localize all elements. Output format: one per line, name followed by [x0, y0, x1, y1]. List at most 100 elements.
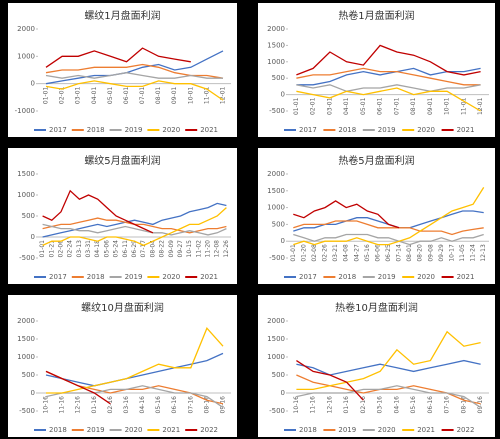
x-tick-label: 11-01: [460, 97, 467, 115]
y-tick-label: 1500: [267, 187, 285, 195]
series-line: [296, 87, 481, 112]
legend-label: 2021: [200, 273, 218, 281]
series-line: [45, 385, 224, 408]
series-line: [296, 385, 481, 408]
legend-label: 2021: [457, 126, 475, 134]
x-tick-label: 08-16: [203, 396, 210, 414]
series-line: [293, 220, 484, 236]
y-tick-label: 1500: [267, 41, 285, 49]
x-tick-label: 07-16: [444, 396, 451, 414]
x-tick-label: 08-01: [155, 86, 162, 104]
y-tick-label: 1000: [267, 204, 285, 212]
x-tick-label: 06-29: [131, 240, 138, 258]
x-tick-label: 10-01: [187, 86, 194, 104]
legend-label: 2018: [338, 273, 356, 281]
x-tick-label: 07-16: [187, 396, 194, 414]
x-tick-label: 02-08: [311, 244, 318, 262]
x-tick-label: 12-26: [223, 240, 230, 258]
x-tick-label: 02-26: [322, 244, 329, 262]
x-tick-label: 09-16: [219, 396, 226, 414]
x-tick-label: 02-16: [107, 396, 114, 414]
series-line: [293, 187, 485, 246]
y-tick-label: 0: [281, 389, 285, 397]
series-line: [45, 47, 191, 68]
series-line: [296, 44, 481, 76]
series-line: [46, 326, 224, 394]
x-tick-label: 11-16: [59, 396, 66, 414]
x-tick-label: 06-16: [171, 396, 178, 414]
chart-title: 螺纹5月盘面利润: [84, 154, 160, 167]
x-tick-label: 01-01: [39, 240, 46, 258]
x-tick-label: 10-01: [444, 97, 451, 115]
y-tick-label: -500: [269, 407, 285, 415]
x-tick-label: 01-01: [290, 244, 297, 262]
series-line: [42, 223, 227, 236]
y-tick-label: 0: [31, 80, 35, 88]
x-tick-label: 12-13: [480, 244, 487, 262]
x-tick-label: 10-17: [448, 244, 455, 262]
legend-label: 2019: [87, 426, 105, 434]
x-tick-label: 06-25: [385, 244, 392, 262]
x-tick-label: 05-01: [107, 86, 114, 104]
x-tick-label: 08-22: [159, 240, 166, 258]
x-tick-label: 04-01: [91, 86, 98, 104]
legend-label: 2018: [87, 273, 105, 281]
legend-label: 2020: [162, 126, 180, 134]
y-tick-label: -500: [19, 407, 35, 415]
y-tick-label: 0: [31, 233, 35, 241]
legend-label: 2022: [457, 426, 475, 434]
x-tick-label: 01-20: [300, 244, 307, 262]
x-tick-label: 05-06: [103, 240, 110, 258]
x-tick-label: 06-06: [374, 244, 381, 262]
x-tick-label: 07-14: [396, 244, 403, 262]
legend-label: 2019: [378, 126, 396, 134]
x-tick-label: 10-16: [43, 396, 50, 414]
x-tick-label: 08-04: [149, 240, 156, 258]
legend-label: 2021: [457, 273, 475, 281]
x-tick-label: 07-17: [140, 240, 147, 258]
x-tick-label: 01-16: [91, 396, 98, 414]
x-tick-label: 12-16: [75, 396, 82, 414]
series-line: [296, 84, 481, 92]
x-tick-label: 11-24: [470, 244, 477, 262]
x-tick-label: 11-01: [203, 86, 210, 104]
x-tick-label: 03-13: [76, 240, 83, 258]
legend-label: 2018: [49, 426, 67, 434]
x-tick-label: 04-16: [139, 396, 146, 414]
series-line: [42, 189, 154, 234]
x-tick-label: 03-01: [326, 97, 333, 115]
legend-label: 2017: [49, 126, 67, 134]
series-line: [296, 67, 481, 86]
chart-panel: 螺纹10月盘面利润 -500 0 500 1000 1500 2000 10-16 11-16 1…: [8, 295, 237, 437]
legend-label: 2021: [162, 426, 180, 434]
x-tick-label: 12-16: [326, 396, 333, 414]
legend-label: 2020: [162, 273, 180, 281]
y-tick-label: 500: [22, 212, 35, 220]
series-line: [45, 72, 223, 79]
chart-panel: 热卷5月盘面利润 -500 0 500 1000 1500 2000 01-01 01-20 02…: [258, 148, 495, 284]
legend-label: 2019: [125, 126, 143, 134]
x-tick-label: 05-24: [113, 240, 120, 258]
y-tick-label: 1000: [267, 353, 285, 361]
x-tick-label: 04-16: [393, 396, 400, 414]
x-tick-label: 05-01: [360, 97, 367, 115]
x-tick-label: 01-16: [343, 396, 350, 414]
x-tick-label: 07-01: [139, 86, 146, 104]
legend-label: 2020: [417, 126, 435, 134]
legend-label: 2021: [417, 426, 435, 434]
series-line: [45, 370, 111, 405]
y-tick-label: 500: [272, 74, 285, 82]
x-tick-label: 09-27: [177, 240, 184, 258]
x-tick-label: 05-16: [364, 244, 371, 262]
chart-title: 热卷1月盘面利润: [338, 9, 414, 22]
legend-label: 2020: [378, 426, 396, 434]
legend-label: 2017: [49, 273, 67, 281]
x-tick-label: 06-01: [123, 86, 130, 104]
x-tick-label: 06-11: [122, 240, 129, 258]
y-tick-label: -500: [269, 107, 285, 115]
legend-label: 2022: [200, 426, 218, 434]
y-tick-label: 2000: [17, 25, 35, 33]
y-tick-label: 1500: [267, 335, 285, 343]
x-tick-label: 02-16: [360, 396, 367, 414]
x-tick-label: 10-15: [186, 240, 193, 258]
